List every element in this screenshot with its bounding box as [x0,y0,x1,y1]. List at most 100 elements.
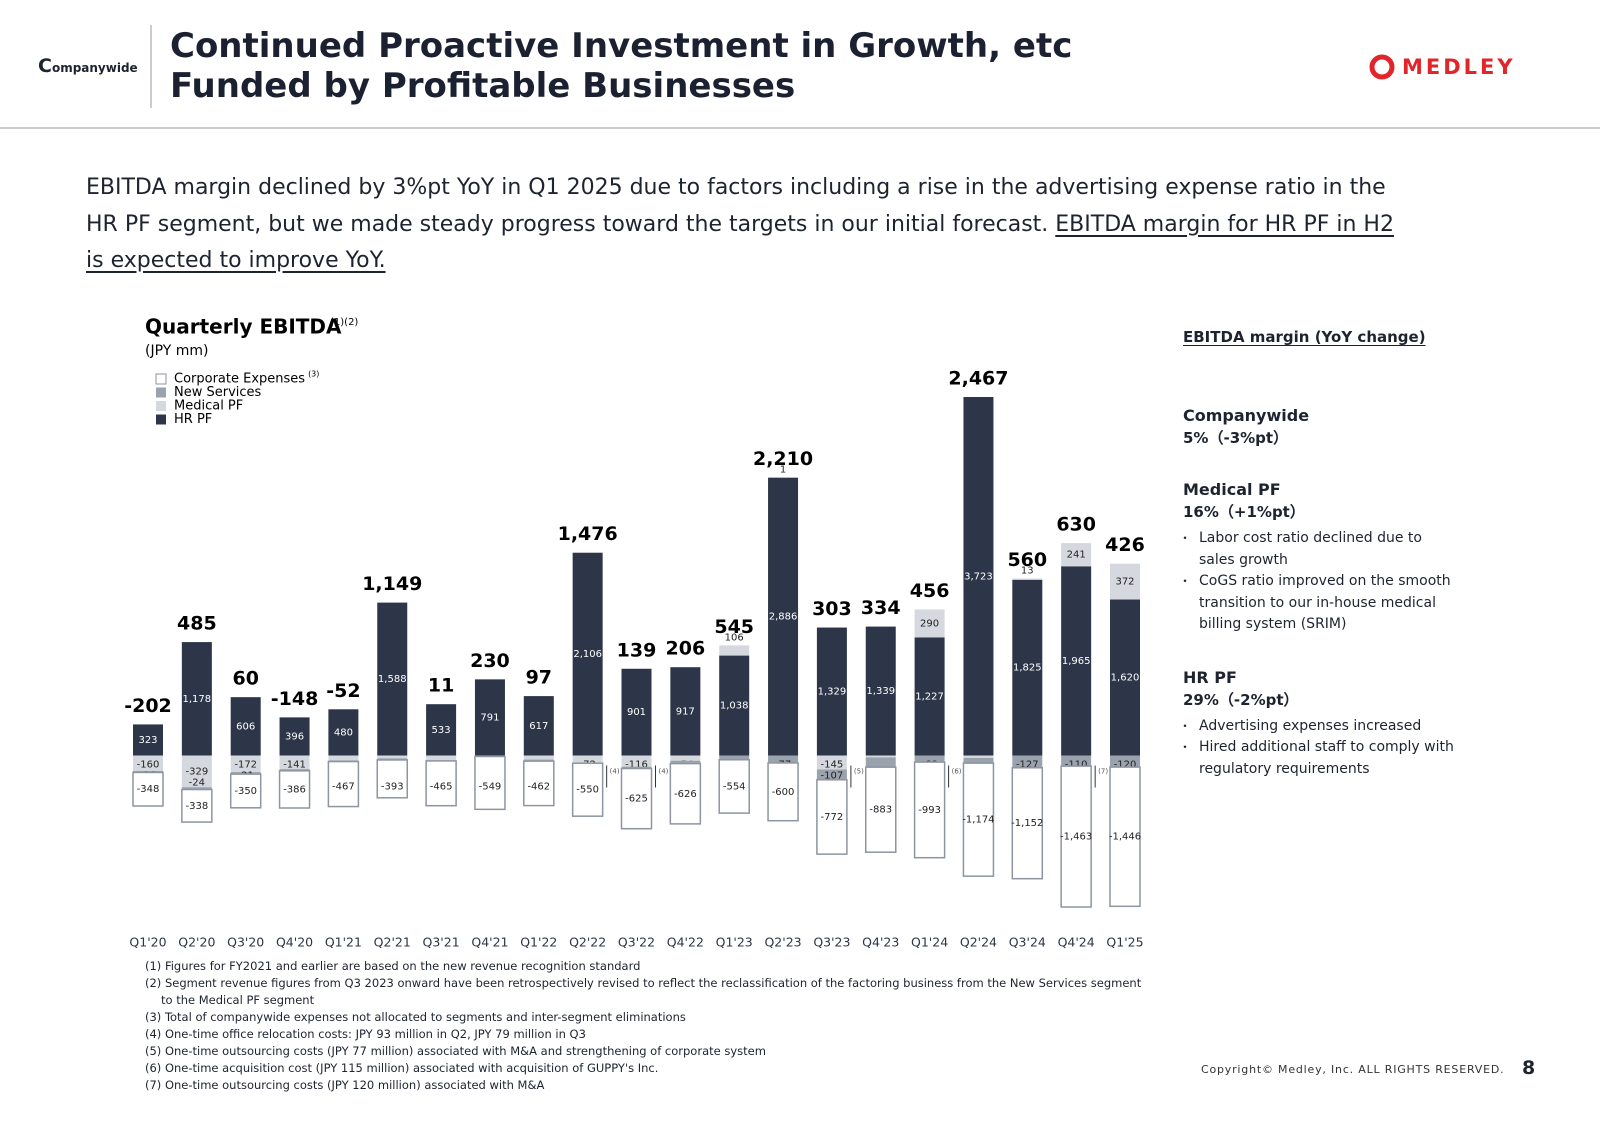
value-label: -549 [479,782,502,793]
title: Continued Proactive Investment in Growth… [170,26,1072,106]
chart-title: Quarterly EBITDA [145,315,342,339]
bar-segment [377,755,408,759]
margin-panel: EBITDA margin (YoY change) Companywide 5%（… [1179,328,1473,812]
bar-segment [768,755,799,763]
bar-segment [719,645,750,656]
total-label: 1,476 [558,523,618,545]
value-label: -993 [918,805,941,816]
value-label: 241 [1067,550,1086,561]
total-label: -52 [326,680,360,702]
value-label: -107 [821,771,844,782]
legend-swatch [155,373,167,385]
logo-icon [1369,54,1395,80]
bar-segment [181,755,212,788]
bar-segment [181,788,213,823]
total-label: 2,210 [753,448,813,470]
value-label: 1,038 [720,701,749,712]
title-line: Continued Proactive Investment in Growth… [170,26,1073,66]
panel-section: Medical PF 16%（+1%pt） Labor cost ratio dec… [1179,480,1473,636]
total-label: 303 [812,598,852,620]
summary: EBITDA margin declined by 3%pt YoY in Q1… [86,170,1416,280]
legend-label: HR PF [174,412,212,427]
bar-segment [914,637,945,756]
chart-subtitle: (JPY mm) [145,343,208,359]
section-title: HR PF [1183,667,1237,687]
chart-title-note: (1)(2) [330,317,358,328]
bar-segment [719,755,750,760]
bar-segment [1061,543,1092,567]
value-label: 2,106 [573,649,602,660]
bar-segment [1110,599,1140,756]
bar-segment [426,755,457,761]
bar-segment [1060,765,1092,908]
bar-segment [963,757,994,764]
bar-segment [963,755,994,758]
total-label: 485 [177,613,217,635]
value-label: -625 [625,794,648,805]
bar-segment [621,668,652,756]
bullet: Labor cost ratio declined due to sales g… [1179,528,1459,571]
value-label: -462 [527,782,550,793]
bar-segment [474,755,506,811]
value-label: -772 [821,812,844,823]
summary-underlined: EBITDA margin for HR PF in H2 is expecte… [86,211,1394,274]
value-label: 290 [920,618,939,629]
x-tick-label: Q1'22 [520,935,557,950]
value-label: 3,723 [964,571,993,582]
value-label: -120 [1114,760,1137,771]
x-tick-label: Q3'21 [423,935,460,950]
value-label: 372 [1115,577,1134,588]
annotation: (4) [659,768,669,776]
value-label: 1 [780,465,786,476]
bar-segment [377,758,408,760]
bar-segment [279,769,310,771]
x-tick-label: Q4'23 [862,935,899,950]
x-tick-label: Q3'20 [227,935,264,950]
footnote: (1) Figures for FY2021 and earlier are b… [145,959,641,973]
bar-segment [376,759,408,799]
bar-segment [816,779,848,855]
total-label: 97 [526,667,552,689]
value-label: 1,825 [1013,663,1042,674]
bar-segment [181,642,212,756]
bar-segment [865,755,896,758]
legend-swatch [156,414,166,425]
value-label: 1,965 [1062,656,1091,667]
total-label: -202 [124,695,172,717]
value-label: 917 [676,706,695,717]
bar-segment [816,627,847,756]
bar-segment [962,762,995,877]
x-tick-label: Q1'20 [129,935,166,950]
bar-segment [865,757,896,768]
value-label: -1,446 [1109,832,1141,843]
footnote: (2) Segment revenue figures from Q3 2023… [145,976,1142,1007]
bar-segment [670,760,701,764]
bar-segment [670,667,701,756]
total-label: 2,467 [948,368,1008,390]
value-label: -116 [625,760,648,771]
bar-segment [1061,755,1092,767]
x-tick-label: Q2'24 [960,935,997,950]
bullet-list: Advertising expenses increasedHired addi… [1179,716,1473,781]
bar-segment [1012,755,1043,768]
bullet: CoGS ratio improved on the smooth transi… [1179,571,1459,636]
value-label: -160 [137,760,160,771]
x-tick-label: Q4'20 [276,935,313,950]
annotation: (7) [1098,768,1108,776]
value-label: 1,329 [818,687,847,698]
value-label: -465 [430,782,453,793]
value-label: 617 [529,721,548,732]
footnote: (3) Total of companywide expenses not al… [145,1010,686,1024]
value-label: 901 [627,707,646,718]
bullet: Advertising expenses increased [1179,716,1459,738]
bar-segment [279,755,310,770]
value-label: 1,178 [183,694,212,705]
value-label: 480 [334,727,353,738]
bar-segment [1110,563,1140,600]
value-label: 1,620 [1111,673,1140,684]
bar-segment [963,397,994,756]
value-label: -550 [576,785,599,796]
bar-segment [327,760,360,808]
bar-segment [377,602,408,756]
